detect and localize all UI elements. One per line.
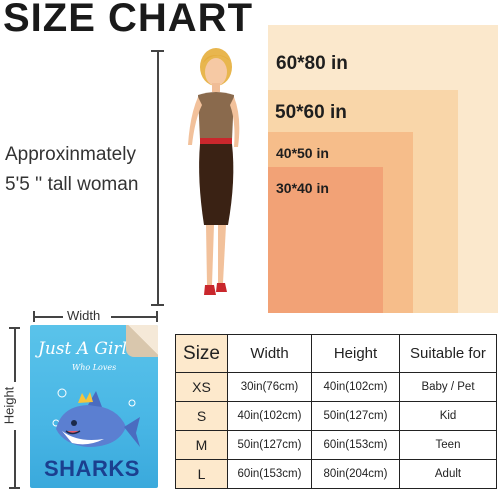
size-label-60x80: 60*80 in (276, 53, 348, 74)
width-label: Width (67, 308, 101, 323)
cell-size: XS (175, 372, 228, 402)
header-height: Height (311, 334, 400, 373)
description-line-1: Approxinmately (5, 144, 136, 165)
shark-illustration (52, 388, 140, 447)
cell-height: 80in(204cm) (311, 459, 400, 489)
cell-height: 50in(127cm) (311, 401, 400, 431)
height-indicator-line (157, 50, 159, 305)
height-indicator-top-tick (151, 50, 164, 52)
cell-suitable: Teen (399, 430, 497, 460)
cell-suitable: Adult (399, 459, 497, 489)
header-suitable: Suitable for (399, 334, 497, 373)
size-table: Size Width Height Suitable for XS 30in(7… (175, 334, 497, 489)
cell-size: S (175, 401, 228, 431)
blanket-fold (126, 325, 158, 357)
height-side-line-bottom (14, 430, 16, 488)
description-line-2: 5'5 '' tall woman (5, 174, 139, 195)
blanket-text-sub: Who Loves (72, 363, 117, 372)
blanket-image: Just A Girl Who Loves SHARKS (30, 325, 158, 488)
height-label: Height (1, 386, 17, 425)
table-row: XS 30in(76cm) 40in(102cm) Baby / Pet (175, 372, 497, 402)
cell-suitable: Baby / Pet (399, 372, 497, 402)
header-width: Width (227, 334, 312, 373)
size-label-50x60: 50*60 in (275, 102, 347, 123)
header-size: Size (175, 334, 228, 373)
blanket-text-bottom: SHARKS (44, 456, 140, 481)
cell-width: 40in(102cm) (227, 401, 312, 431)
width-indicator-left-tick (33, 311, 35, 322)
table-row: M 50in(127cm) 60in(153cm) Teen (175, 430, 497, 460)
woman-figure (188, 48, 240, 295)
cell-height: 60in(153cm) (311, 430, 400, 460)
cell-height: 40in(102cm) (311, 372, 400, 402)
size-label-40x50: 40*50 in (276, 145, 329, 161)
height-side-bottom-tick (9, 487, 20, 489)
cell-size: L (175, 459, 228, 489)
cell-width: 30in(76cm) (227, 372, 312, 402)
cell-size: M (175, 430, 228, 460)
blanket-text-main: Just A Girl (38, 339, 127, 359)
height-indicator-bottom-tick (151, 304, 164, 306)
table-header-row: Size Width Height Suitable for (175, 334, 497, 373)
size-label-30x40: 30*40 in (276, 180, 329, 196)
height-side-top-tick (9, 327, 20, 329)
cell-width: 50in(127cm) (227, 430, 312, 460)
table-row: L 60in(153cm) 80in(204cm) Adult (175, 459, 497, 489)
width-indicator-line-right (111, 316, 157, 318)
cell-width: 60in(153cm) (227, 459, 312, 489)
size-box-30x40 (268, 167, 383, 313)
table-row: S 40in(102cm) 50in(127cm) Kid (175, 401, 497, 431)
woman-height-description: Approxinmately 5'5 '' tall woman (5, 140, 138, 200)
height-side-line-top (14, 327, 16, 382)
cell-suitable: Kid (399, 401, 497, 431)
width-indicator-right-tick (156, 311, 158, 322)
width-indicator-line-left (33, 316, 63, 318)
page-title: SIZE CHART (3, 0, 253, 40)
